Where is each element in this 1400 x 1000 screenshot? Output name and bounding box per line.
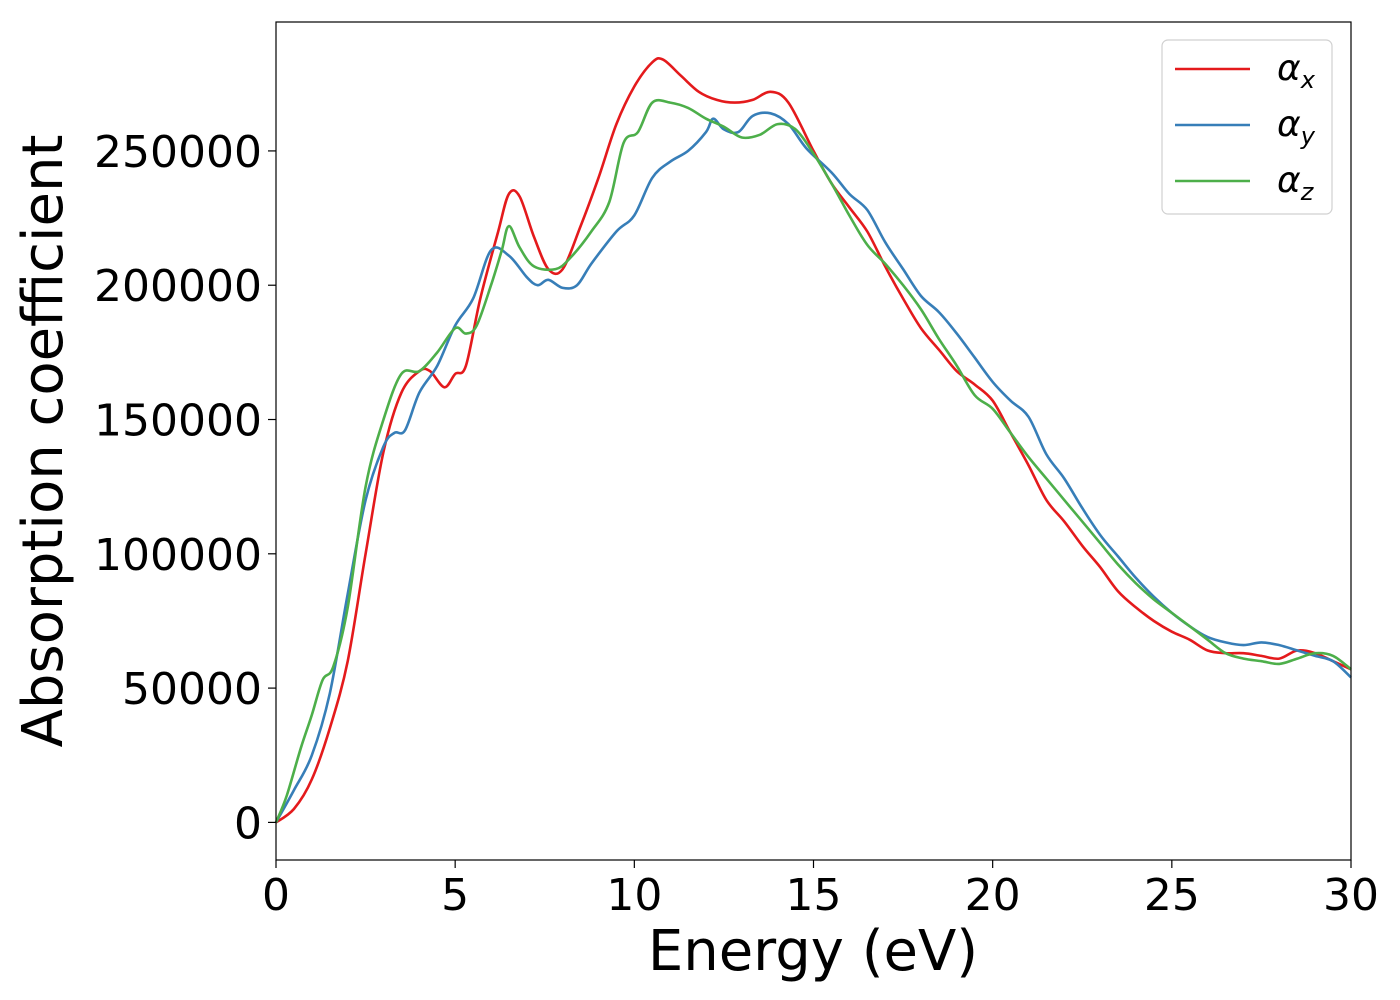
y-axis-ticks: 0 50000 100000 150000 200000 250000 <box>94 127 276 849</box>
x-tick-label: 25 <box>1144 870 1200 921</box>
x-tick-label: 5 <box>441 870 469 921</box>
series-line-y <box>274 111 1352 824</box>
legend-items: αx αy αz <box>1175 48 1316 206</box>
legend-label-x: αx <box>1277 48 1316 94</box>
series-layer <box>274 57 1352 824</box>
x-axis-ticks: 0 5 10 15 20 25 30 <box>262 860 1379 921</box>
x-axis-label: Energy (eV) <box>648 919 978 984</box>
legend: αx αy αz <box>1161 39 1333 215</box>
legend-box <box>1161 39 1333 215</box>
legend-label-y: αy <box>1277 104 1316 150</box>
y-axis-label: Absorption coefficient <box>11 135 76 748</box>
x-tick-label: 20 <box>965 870 1021 921</box>
y-tick-label: 250000 <box>94 127 262 178</box>
x-tick-label: 10 <box>606 870 662 921</box>
x-tick-label: 15 <box>786 870 842 921</box>
y-tick-label: 200000 <box>94 261 262 312</box>
series-line-x <box>275 57 1352 824</box>
series-line-z <box>274 98 1352 823</box>
y-tick-label: 0 <box>234 798 262 849</box>
x-tick-label: 30 <box>1323 870 1379 921</box>
y-tick-label: 50000 <box>122 664 262 715</box>
y-tick-label: 150000 <box>94 396 262 447</box>
y-tick-label: 100000 <box>94 530 262 581</box>
x-tick-label: 0 <box>262 870 290 921</box>
legend-label-z: αz <box>1277 160 1315 206</box>
